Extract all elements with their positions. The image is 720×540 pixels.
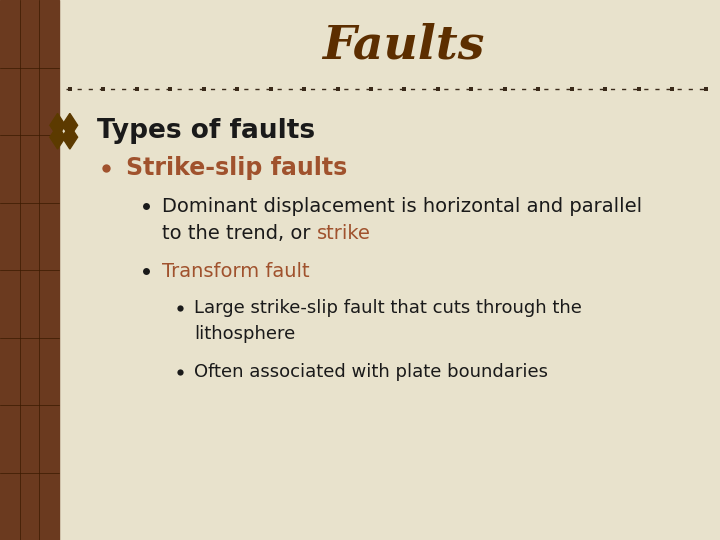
Text: Types of faults: Types of faults xyxy=(97,118,315,144)
Polygon shape xyxy=(62,113,78,137)
Text: Transform fault: Transform fault xyxy=(162,261,310,281)
Text: lithosphere: lithosphere xyxy=(194,325,296,343)
Text: Faults: Faults xyxy=(322,23,485,69)
Text: Often associated with plate boundaries: Often associated with plate boundaries xyxy=(194,362,549,381)
Text: Dominant displacement is horizontal and parallel: Dominant displacement is horizontal and … xyxy=(162,197,642,216)
Polygon shape xyxy=(62,125,78,149)
Text: Strike-slip faults: Strike-slip faults xyxy=(126,157,347,180)
Text: Large strike-slip fault that cuts through the: Large strike-slip fault that cuts throug… xyxy=(194,299,582,317)
Polygon shape xyxy=(50,125,66,149)
Text: strike: strike xyxy=(317,224,371,243)
Polygon shape xyxy=(50,113,66,137)
Bar xyxy=(0,0,59,540)
Text: to the trend, or: to the trend, or xyxy=(162,224,317,243)
